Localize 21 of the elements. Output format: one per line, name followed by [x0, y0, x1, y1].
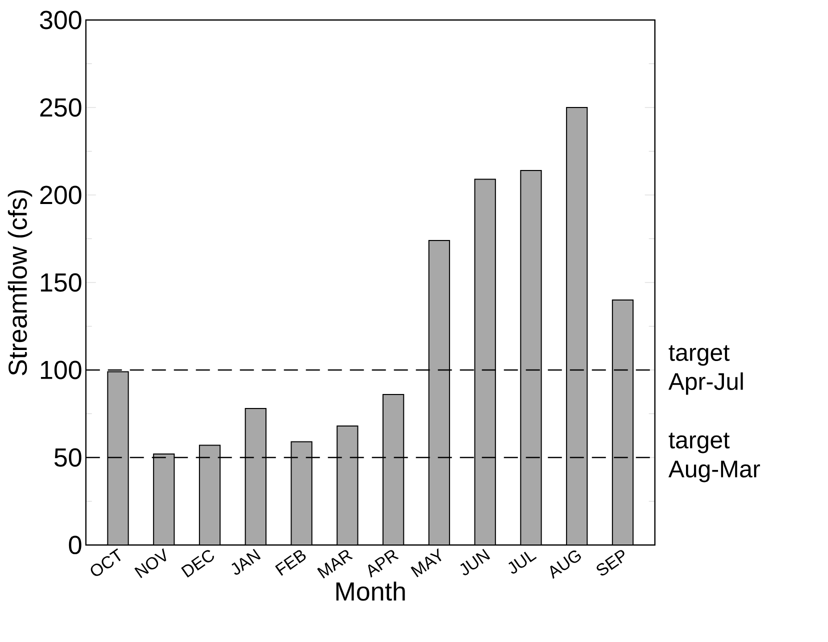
ref-line-label: target Apr-Jul	[668, 345, 743, 395]
y-tick-label: 150	[40, 273, 82, 292]
x-tick-label: DEC	[181, 550, 214, 578]
x-tick-label: APR	[368, 550, 399, 578]
x-tick-label: JUN	[460, 548, 490, 576]
x-tick-label: JAN	[232, 548, 261, 575]
y-tick-label: 50	[54, 448, 82, 467]
y-tick-label: 0	[68, 536, 82, 554]
y-axis-title: Streamflow (cfs)	[8, 190, 32, 376]
y-tick-label: 100	[40, 360, 82, 380]
y-tick-label: 200	[40, 186, 82, 204]
x-tick-label: MAR	[317, 550, 353, 578]
x-tick-label: OCT	[90, 548, 121, 576]
x-axis-title: Month	[336, 582, 405, 601]
x-tick-label: FEB	[275, 550, 306, 576]
x-tick-label: SEP	[596, 550, 624, 576]
y-tick-label: 300	[40, 10, 82, 30]
ref-line-label: target Aug-Mar	[668, 432, 760, 482]
y-tick-label: 250	[40, 98, 82, 117]
x-tick-label: AUG	[550, 550, 582, 579]
x-tick-label: JUL	[508, 552, 537, 574]
